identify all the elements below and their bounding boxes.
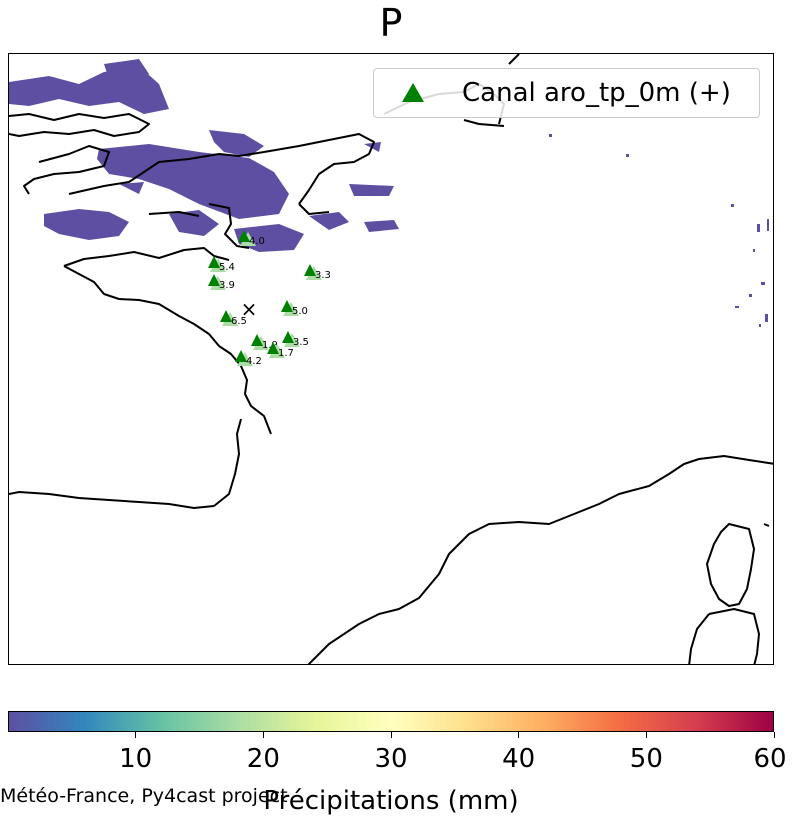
station-value-label: 5.0 bbox=[292, 306, 308, 317]
colorbar-tick bbox=[262, 732, 264, 738]
colorbar-tick bbox=[135, 732, 137, 738]
station-value-label: 6.5 bbox=[231, 316, 247, 327]
triangle-marker-icon bbox=[281, 300, 293, 312]
station-value-label: 4.2 bbox=[246, 356, 262, 367]
center-cross-icon: × bbox=[241, 297, 258, 321]
station-value-label: 3.5 bbox=[293, 337, 309, 348]
station-marker: 5.0 bbox=[281, 300, 308, 317]
station-value-label: 4.0 bbox=[249, 236, 265, 247]
legend-label: Canal aro_tp_0m (+) bbox=[462, 78, 731, 108]
colorbar bbox=[8, 711, 774, 732]
triangle-marker-icon bbox=[208, 256, 220, 268]
colorbar-tick bbox=[390, 732, 392, 738]
precipitation-speckles bbox=[549, 134, 769, 327]
colorbar-tick-label: 20 bbox=[246, 744, 280, 774]
triangle-marker-icon bbox=[402, 83, 424, 102]
colorbar-tick-label: 30 bbox=[374, 744, 408, 774]
station-markers: 4.0 5.4 3.9 3.3 5.0 6.5 1.91.73.5 4.2 bbox=[208, 230, 331, 367]
credit-text: Météo-France, Py4cast project bbox=[0, 785, 288, 807]
station-value-label: 3.9 bbox=[219, 280, 235, 291]
triangle-marker-icon bbox=[282, 331, 294, 343]
colorbar-tick-label: 40 bbox=[502, 744, 536, 774]
station-marker: 1.9 bbox=[251, 334, 278, 351]
triangle-marker-icon bbox=[220, 310, 232, 322]
map-canvas: 4.0 5.4 3.9 3.3 5.0 6.5 1.91.73.5 4.2 × bbox=[9, 54, 773, 664]
station-value-label: 1.7 bbox=[278, 348, 294, 359]
map-panel: 4.0 5.4 3.9 3.3 5.0 6.5 1.9 1.7 3.5 4.2 × bbox=[8, 53, 774, 665]
colorbar-tick-label: 50 bbox=[629, 744, 663, 774]
station-value-label: 3.3 bbox=[315, 270, 331, 281]
station-marker: 6.5 bbox=[220, 310, 247, 327]
map-title: P bbox=[379, 1, 403, 45]
colorbar-tick bbox=[645, 732, 647, 738]
colorbar-tick-label: 60 bbox=[753, 744, 787, 774]
station-marker: 4.0 bbox=[238, 230, 265, 247]
station-marker: 3.3 bbox=[304, 264, 331, 281]
colorbar-tick-label: 10 bbox=[119, 744, 153, 774]
station-marker: 1.7 bbox=[267, 342, 294, 359]
station-marker: 3.5 bbox=[282, 331, 309, 348]
triangle-marker-icon bbox=[251, 334, 263, 346]
triangle-marker-icon bbox=[238, 230, 250, 242]
triangle-marker-icon bbox=[208, 274, 220, 286]
station-marker: 4.2 bbox=[235, 350, 262, 367]
station-marker: 5.4 bbox=[208, 256, 235, 273]
triangle-marker-icon bbox=[267, 342, 279, 354]
legend: Canal aro_tp_0m (+) bbox=[373, 68, 760, 118]
colorbar-tick bbox=[518, 732, 520, 738]
colorbar-tick bbox=[773, 732, 775, 738]
station-marker: 3.9 bbox=[208, 274, 235, 291]
colorbar-label: Précipitations (mm) bbox=[263, 786, 519, 816]
station-value-label: 5.4 bbox=[219, 262, 235, 273]
triangle-marker-icon bbox=[304, 264, 316, 276]
triangle-marker-icon bbox=[235, 350, 247, 362]
station-value-label: 1.9 bbox=[262, 340, 278, 351]
coastlines bbox=[9, 54, 773, 664]
